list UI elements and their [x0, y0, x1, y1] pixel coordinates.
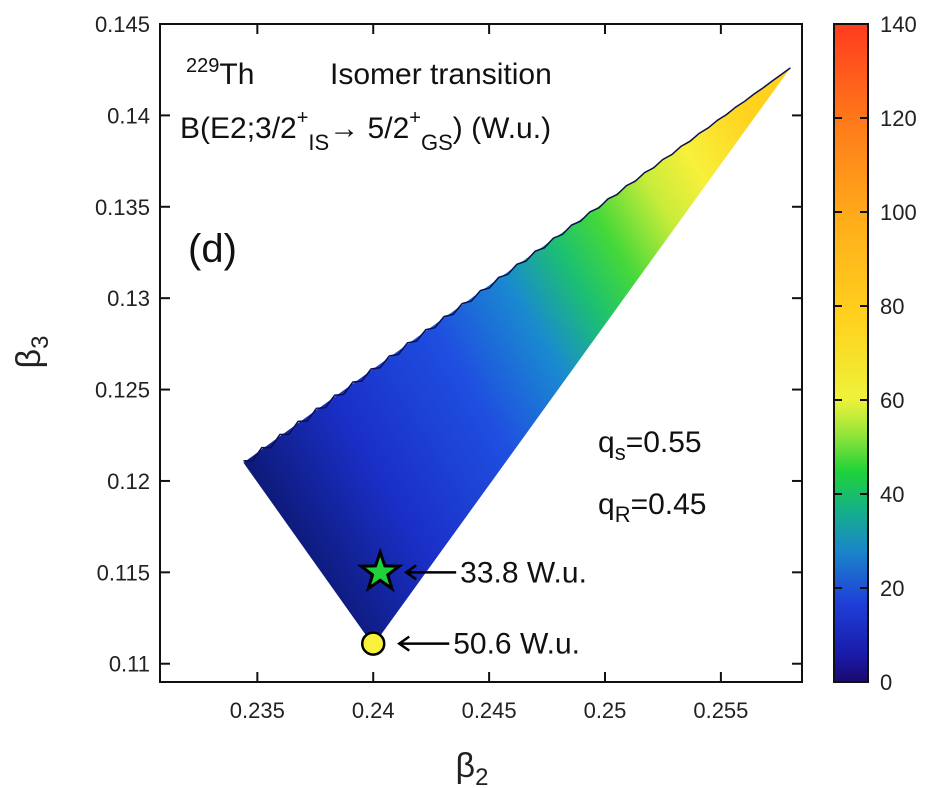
marker-label: 50.6 W.u. [453, 628, 580, 661]
colorbar-tick-label: 60 [880, 388, 904, 413]
x-tick-label: 0.24 [352, 698, 395, 723]
circle-marker [360, 631, 386, 656]
colorbar-tick-label: 0 [880, 670, 892, 695]
colorbar-tick-label: 20 [880, 576, 904, 601]
heatmap-region [243, 67, 791, 646]
marker-arrowhead [404, 564, 417, 581]
marker-arrowhead [397, 635, 410, 652]
marker-label: 33.8 W.u. [460, 556, 587, 589]
x-tick-label: 0.235 [230, 698, 285, 723]
y-tick-label: 0.11 [109, 652, 150, 677]
title-formula: B(E2;3/2+IS→ 5/2+GS) (W.u.) [180, 107, 551, 155]
markers-layer: 33.8 W.u. 50.6 W.u. [356, 547, 587, 661]
colorbar-tick-label: 140 [880, 12, 917, 37]
heatmap-surface [243, 67, 791, 646]
colorbar-tick-label: 40 [880, 482, 904, 507]
colorbar-tick-label: 80 [880, 294, 904, 319]
x-axis-label: β2 [456, 747, 489, 788]
colorbar [833, 23, 869, 683]
x-tick-label: 0.255 [693, 698, 748, 723]
qr-annotation: qR=0.45 [598, 488, 707, 527]
star-marker [356, 547, 404, 593]
x-axis-ticks: 0.235 0.24 0.245 0.25 0.255 [230, 24, 748, 723]
qs-annotation: qs=0.55 [598, 426, 702, 465]
colorbar-tick-label: 100 [880, 200, 917, 225]
colorbar-ticks: 0 20 40 60 80 100 120 140 [834, 12, 917, 695]
y-tick-label: 0.135 [95, 195, 150, 220]
plot-frame [159, 23, 803, 683]
x-tick-label: 0.25 [584, 698, 627, 723]
panel-label: (d) [188, 227, 237, 271]
y-tick-label: 0.12 [107, 469, 150, 494]
title-transition: Isomer transition [330, 58, 552, 91]
colorbar-tick-label: 120 [880, 106, 917, 131]
x-tick-label: 0.245 [462, 698, 517, 723]
y-tick-label: 0.115 [97, 560, 150, 585]
y-axis-label: β3 [10, 336, 54, 369]
y-tick-label: 0.145 [95, 12, 150, 37]
title-isotope: 229Th [186, 55, 254, 91]
y-tick-label: 0.14 [107, 103, 150, 128]
region-jagged-edge [243, 67, 791, 462]
y-tick-label: 0.13 [107, 286, 150, 311]
y-tick-label: 0.125 [95, 378, 150, 403]
y-axis-ticks: 0.11 0.115 0.12 0.125 0.13 0.135 0.14 0.145 [95, 12, 802, 677]
